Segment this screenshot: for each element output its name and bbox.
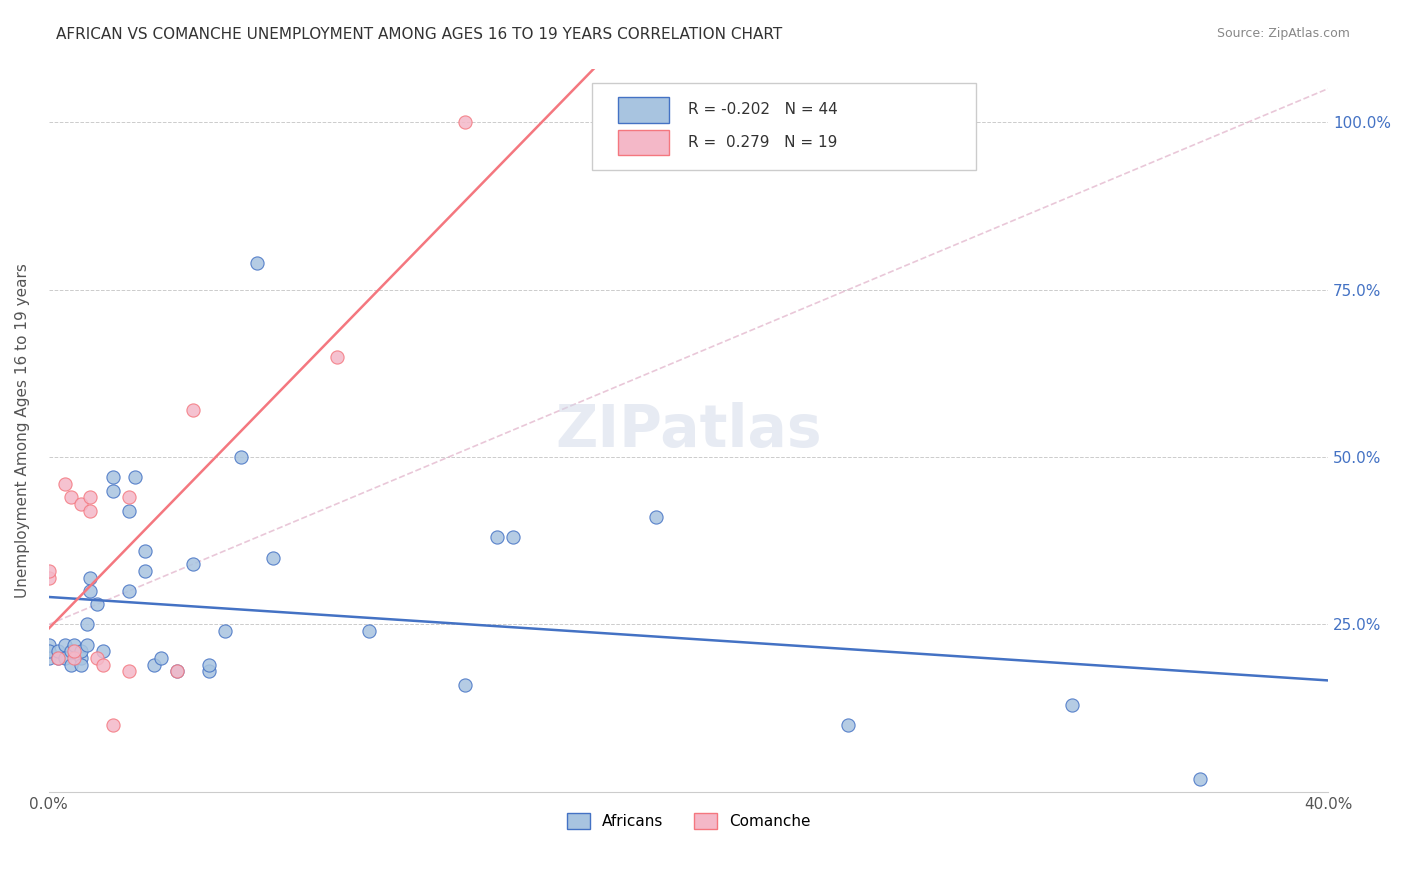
Point <box>63 644 86 658</box>
Point <box>645 510 668 524</box>
Point <box>69 657 91 672</box>
Point <box>60 657 83 672</box>
Point <box>229 450 252 464</box>
Y-axis label: Unemployment Among Ages 16 to 19 years: Unemployment Among Ages 16 to 19 years <box>15 263 30 598</box>
Point <box>69 497 91 511</box>
Point <box>118 490 141 504</box>
FancyBboxPatch shape <box>592 83 976 169</box>
Point <box>124 470 146 484</box>
Bar <box>619 97 669 123</box>
Point <box>101 470 124 484</box>
Point <box>79 571 101 585</box>
Point <box>53 651 76 665</box>
Point <box>118 503 141 517</box>
Point <box>63 651 86 665</box>
Point <box>181 403 204 417</box>
Point <box>91 657 114 672</box>
Point <box>134 544 156 558</box>
Point <box>76 638 98 652</box>
Point <box>143 657 166 672</box>
Point <box>502 530 524 544</box>
Point <box>166 665 188 679</box>
Point <box>63 638 86 652</box>
Point <box>76 617 98 632</box>
Point <box>69 651 91 665</box>
Point <box>262 550 284 565</box>
Text: AFRICAN VS COMANCHE UNEMPLOYMENT AMONG AGES 16 TO 19 YEARS CORRELATION CHART: AFRICAN VS COMANCHE UNEMPLOYMENT AMONG A… <box>56 27 783 42</box>
Point <box>46 651 69 665</box>
Point <box>1189 772 1212 786</box>
Text: ZIPatlas: ZIPatlas <box>555 401 821 458</box>
Point <box>101 483 124 498</box>
Point <box>60 490 83 504</box>
Point <box>453 115 475 129</box>
Point <box>197 665 219 679</box>
Point <box>38 651 60 665</box>
Point <box>86 598 108 612</box>
Point <box>837 718 859 732</box>
Point <box>60 644 83 658</box>
Point <box>53 476 76 491</box>
Point <box>79 503 101 517</box>
Point <box>38 571 60 585</box>
Legend: Africans, Comanche: Africans, Comanche <box>561 806 817 835</box>
Point <box>86 651 108 665</box>
Point <box>181 558 204 572</box>
Point <box>38 564 60 578</box>
Point <box>1062 698 1084 712</box>
Point <box>118 584 141 599</box>
Text: R =  0.279   N = 19: R = 0.279 N = 19 <box>689 135 838 150</box>
Point <box>46 644 69 658</box>
Point <box>485 530 508 544</box>
Point <box>38 638 60 652</box>
Point <box>69 644 91 658</box>
Point <box>79 490 101 504</box>
Point <box>118 665 141 679</box>
Point <box>101 718 124 732</box>
Point <box>166 665 188 679</box>
Point <box>79 584 101 599</box>
Point <box>91 644 114 658</box>
Point <box>214 624 236 639</box>
Text: Source: ZipAtlas.com: Source: ZipAtlas.com <box>1216 27 1350 40</box>
Point <box>53 638 76 652</box>
Point <box>325 350 347 364</box>
Bar <box>619 130 669 155</box>
Point <box>357 624 380 639</box>
Text: R = -0.202   N = 44: R = -0.202 N = 44 <box>689 103 838 117</box>
Point <box>149 651 172 665</box>
Point <box>38 644 60 658</box>
Point <box>46 651 69 665</box>
Point <box>453 678 475 692</box>
Point <box>134 564 156 578</box>
Point <box>246 256 269 270</box>
Point <box>197 657 219 672</box>
